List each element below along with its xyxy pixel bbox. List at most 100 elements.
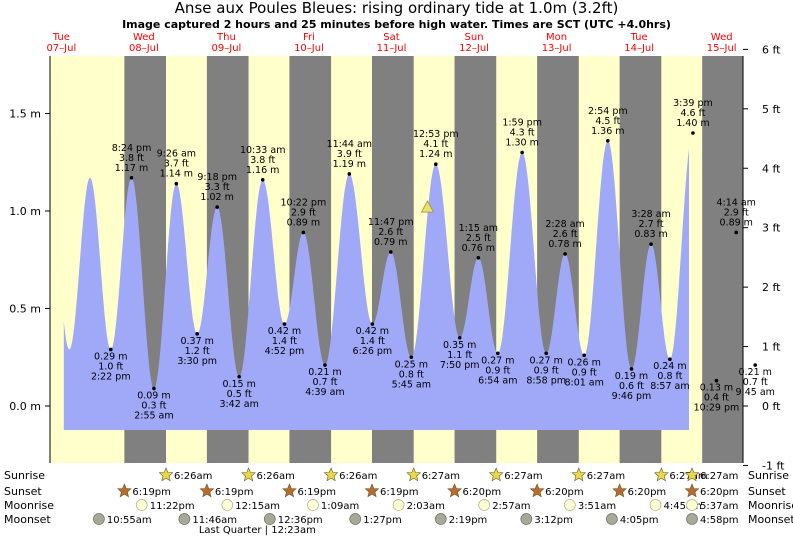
moonrise-time-label: 5:37am bbox=[700, 501, 738, 512]
moonrise-time-label: 2:03am bbox=[407, 501, 445, 512]
low-tide-label: 0.6 ft bbox=[619, 381, 644, 392]
low-tide-point bbox=[714, 378, 719, 383]
low-tide-label: 0.13 m bbox=[700, 383, 733, 394]
row-label-left: Sunset bbox=[4, 485, 42, 498]
high-tide-point bbox=[520, 150, 524, 155]
moonrise-time-label: 11:22pm bbox=[150, 501, 195, 512]
moonrise-icon bbox=[686, 499, 698, 511]
high-tide-label: 2.6 ft bbox=[553, 229, 578, 240]
low-tide-label: 5:45 am bbox=[392, 379, 431, 390]
low-tide-point bbox=[753, 363, 758, 367]
sunrise-icon bbox=[323, 467, 339, 482]
sunrise-icon bbox=[406, 467, 422, 482]
high-tide-label: 3.9 ft bbox=[337, 149, 362, 160]
low-tide-label: 0.7 ft bbox=[743, 377, 768, 388]
sunrise-time-label: 6:27am bbox=[422, 471, 460, 482]
sunrise-icon bbox=[158, 467, 174, 482]
high-tide-point bbox=[215, 205, 219, 209]
high-tide-label: 0.76 m bbox=[462, 243, 495, 254]
low-tide-label: 9:45 am bbox=[735, 387, 774, 398]
high-tide-label: 0.79 m bbox=[374, 237, 407, 248]
low-tide-label: 1.4 ft bbox=[360, 336, 385, 347]
day-date-label: 07–Jul bbox=[46, 43, 76, 54]
row-label-right: Sunset bbox=[748, 485, 786, 498]
night-band bbox=[702, 56, 743, 463]
right-tick-label: 5 ft bbox=[762, 103, 781, 116]
low-tide-label: 0.24 m bbox=[653, 361, 686, 372]
high-tide-point bbox=[691, 131, 695, 135]
row-label-right: Moonrise bbox=[748, 499, 793, 512]
low-tide-label: 0.42 m bbox=[356, 326, 389, 337]
low-tide-label: 3:30 pm bbox=[177, 356, 217, 367]
day-date-label: 12–Jul bbox=[459, 43, 489, 54]
right-tick-label: -1 ft bbox=[762, 459, 785, 472]
moonrise-icon bbox=[221, 499, 234, 511]
low-tide-label: 0.25 m bbox=[395, 359, 428, 370]
low-tide-point bbox=[544, 351, 548, 356]
day-date-label: 15–Jul bbox=[707, 43, 737, 54]
sunset-icon bbox=[447, 483, 462, 498]
now-marker bbox=[420, 200, 435, 213]
high-tide-label: 9:26 am bbox=[157, 149, 196, 160]
low-tide-label: 0.27 m bbox=[529, 355, 562, 366]
tide-area bbox=[63, 140, 690, 431]
low-tide-label: 6:26 pm bbox=[353, 346, 393, 357]
low-tide-label: 0.15 m bbox=[222, 379, 255, 390]
row-label-left: Sunrise bbox=[4, 469, 45, 482]
low-tide-label: 0.9 ft bbox=[572, 367, 597, 378]
high-tide-label: 1.40 m bbox=[676, 118, 709, 129]
moonrise-icon bbox=[392, 499, 405, 511]
high-tide-label: 1.02 m bbox=[200, 192, 233, 203]
day-date-label: 10–Jul bbox=[294, 43, 324, 54]
high-tide-label: 4:14 am bbox=[717, 197, 756, 208]
low-tide-label: 9:46 pm bbox=[612, 391, 652, 402]
low-tide-label: 0.29 m bbox=[94, 351, 127, 362]
moonrise-icon bbox=[649, 499, 662, 511]
high-tide-label: 1.24 m bbox=[419, 149, 452, 160]
day-name-label: Wed bbox=[711, 32, 733, 43]
high-tide-label: 2.9 ft bbox=[724, 207, 749, 218]
sunset-time-label: 6:19pm bbox=[132, 487, 171, 498]
high-tide-label: 4.1 ft bbox=[423, 139, 448, 150]
high-tide-label: 0.89 m bbox=[720, 217, 753, 228]
high-tide-label: 11:44 am bbox=[327, 139, 372, 150]
high-tide-label: 10:22 pm bbox=[281, 197, 327, 208]
day-name-label: Thu bbox=[216, 32, 236, 43]
moon-phase-footnote: Last Quarter | 12:23am bbox=[199, 525, 316, 536]
high-tide-label: 8:24 pm bbox=[112, 143, 152, 154]
high-tide-label: 1.36 m bbox=[591, 126, 624, 137]
moonset-icon bbox=[434, 513, 447, 525]
high-tide-point bbox=[260, 178, 265, 182]
high-tide-label: 9:18 pm bbox=[197, 172, 237, 183]
moonset-time-label: 1:27pm bbox=[363, 515, 402, 526]
high-tide-point bbox=[174, 181, 179, 186]
row-label-left: Moonrise bbox=[4, 499, 54, 512]
sunrise-time-label: 6:27am bbox=[669, 471, 707, 482]
high-tide-label: 4.5 ft bbox=[595, 116, 620, 127]
low-tide-label: 0.8 ft bbox=[399, 369, 424, 380]
low-tide-label: 10:29 pm bbox=[694, 403, 740, 414]
high-tide-label: 11:47 pm bbox=[368, 217, 414, 228]
moonset-icon bbox=[686, 513, 698, 525]
sunset-icon bbox=[529, 483, 545, 498]
low-tide-label: 7:50 pm bbox=[440, 360, 480, 371]
low-tide-label: 0.35 m bbox=[443, 340, 476, 351]
day-date-label: 14–Jul bbox=[624, 43, 654, 54]
sunrise-icon bbox=[571, 467, 587, 482]
low-tide-point bbox=[370, 322, 375, 326]
day-name-label: Sat bbox=[383, 32, 399, 43]
sunrise-time-label: 6:26am bbox=[174, 471, 212, 482]
moonset-icon bbox=[93, 513, 105, 525]
high-tide-label: 1.17 m bbox=[115, 163, 148, 174]
high-tide-label: 2.7 ft bbox=[639, 219, 664, 230]
moonset-time-label: 4:05pm bbox=[620, 515, 659, 526]
day-date-label: 08–Jul bbox=[129, 43, 159, 54]
right-tick-label: 3 ft bbox=[762, 222, 781, 235]
high-tide-label: 1.16 m bbox=[246, 165, 279, 176]
sunset-time-label: 6:20pm bbox=[700, 487, 739, 498]
high-tide-point bbox=[476, 255, 481, 260]
sunrise-icon bbox=[488, 467, 504, 482]
chart-title: Anse aux Poules Bleues: rising ordinary … bbox=[174, 0, 619, 17]
high-tide-label: 1.30 m bbox=[505, 138, 538, 149]
right-tick-label: 2 ft bbox=[762, 281, 781, 294]
